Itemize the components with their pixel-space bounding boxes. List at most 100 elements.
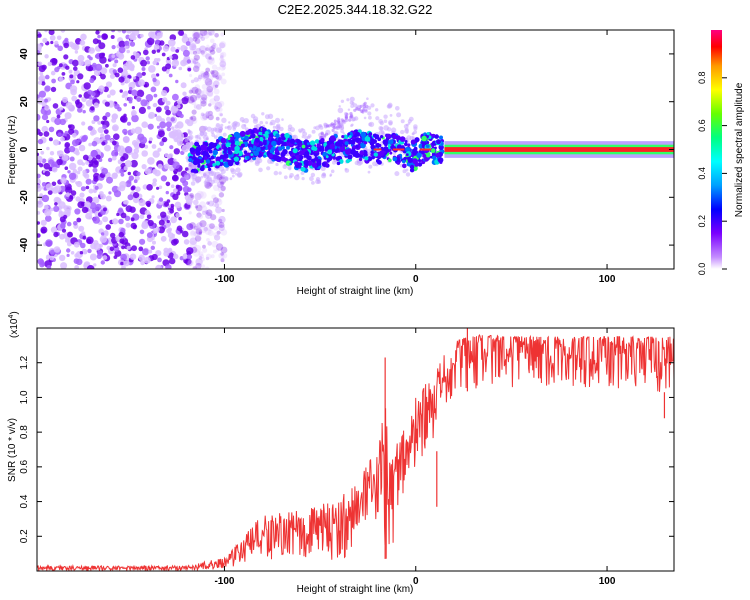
noise-speck <box>188 211 192 215</box>
track-speck <box>413 146 418 151</box>
noise-speck <box>58 201 66 209</box>
track-speck <box>209 142 215 148</box>
y-tick-label: 0.6 <box>19 459 30 473</box>
track-speck <box>263 139 267 144</box>
noise-speck <box>207 230 214 236</box>
noise-speck <box>205 253 212 260</box>
noise-speck <box>204 112 209 116</box>
noise-speck <box>207 183 212 188</box>
noise-speck <box>46 146 50 151</box>
noise-speck <box>166 126 171 132</box>
noise-speck <box>200 50 205 55</box>
noise-speck <box>67 170 71 174</box>
noise-speck <box>123 113 127 118</box>
noise-speck <box>69 195 74 200</box>
y-tick-label: -20 <box>19 190 30 205</box>
noise-speck <box>219 64 226 71</box>
noise-speck <box>38 80 42 85</box>
halo-speck <box>269 122 273 126</box>
colorbar-label: Normalized spectral amplitude <box>734 82 745 217</box>
noise-speck <box>213 177 220 184</box>
noise-speck <box>58 76 64 82</box>
noise-speck <box>45 74 50 80</box>
noise-speck <box>50 70 56 76</box>
track-speck <box>327 149 333 155</box>
noise-speck <box>111 117 117 123</box>
noise-speck <box>41 182 47 187</box>
noise-speck <box>102 255 108 260</box>
noise-speck <box>69 85 78 93</box>
halo-speck <box>395 106 400 111</box>
halo-speck <box>210 179 215 184</box>
halo-speck <box>299 130 302 134</box>
noise-speck <box>156 186 160 190</box>
noise-speck <box>147 157 155 165</box>
noise-speck <box>195 47 202 55</box>
halo-speck <box>184 174 189 180</box>
track-speck <box>436 139 441 145</box>
noise-speck <box>208 32 212 36</box>
noise-speck <box>205 53 212 60</box>
noise-speck <box>172 93 179 101</box>
noise-speck <box>205 111 210 115</box>
track-speck <box>420 150 425 155</box>
noise-speck <box>66 248 71 253</box>
track-speck <box>360 131 367 138</box>
halo-speck <box>220 123 224 127</box>
noise-speck <box>53 196 61 204</box>
noise-speck <box>220 229 228 236</box>
track-speck <box>219 154 225 160</box>
noise-speck <box>50 40 54 45</box>
track-speck <box>402 159 406 164</box>
track-speck <box>201 157 205 161</box>
noise-speck <box>160 175 167 182</box>
noise-speck <box>129 206 136 213</box>
noise-speck <box>204 266 210 269</box>
noise-speck <box>190 79 195 84</box>
noise-speck <box>209 98 216 105</box>
noise-speck <box>102 216 109 223</box>
noise-speck <box>124 160 133 168</box>
noise-speck <box>158 219 165 226</box>
noise-speck <box>119 238 125 244</box>
halo-speck <box>250 113 256 119</box>
noise-speck <box>199 191 207 199</box>
track-speck <box>412 158 418 165</box>
noise-speck <box>49 35 56 41</box>
noise-speck <box>207 57 215 65</box>
noise-speck <box>220 252 224 256</box>
track-speck <box>261 127 267 133</box>
noise-speck <box>193 231 199 237</box>
halo-speck <box>227 125 230 129</box>
noise-speck <box>122 63 130 71</box>
noise-speck <box>220 185 226 191</box>
track-speck <box>273 155 279 161</box>
noise-speck <box>178 66 183 71</box>
noise-speck <box>197 73 205 80</box>
halo-speck <box>254 161 260 167</box>
track-speck <box>429 155 433 159</box>
noise-speck <box>220 174 226 180</box>
noise-speck <box>60 262 68 269</box>
noise-speck <box>207 110 213 116</box>
noise-speck <box>159 141 165 147</box>
noise-speck <box>121 30 127 34</box>
noise-speck <box>187 67 192 72</box>
noise-speck <box>192 60 197 64</box>
noise-speck <box>200 257 205 262</box>
noise-speck <box>195 204 203 212</box>
noise-speck <box>100 232 105 236</box>
noise-speck <box>132 76 136 80</box>
halo-speck <box>211 127 215 132</box>
noise-speck <box>164 201 169 207</box>
halo-speck <box>368 164 373 169</box>
noise-speck <box>136 89 145 98</box>
noise-speck <box>56 114 61 119</box>
y-tick-label: 40 <box>19 48 30 60</box>
noise-speck <box>99 191 104 196</box>
noise-speck <box>77 201 85 209</box>
streak-speck <box>359 104 363 108</box>
track-speck <box>404 142 408 147</box>
noise-speck <box>184 258 192 265</box>
noise-speck <box>99 235 108 243</box>
